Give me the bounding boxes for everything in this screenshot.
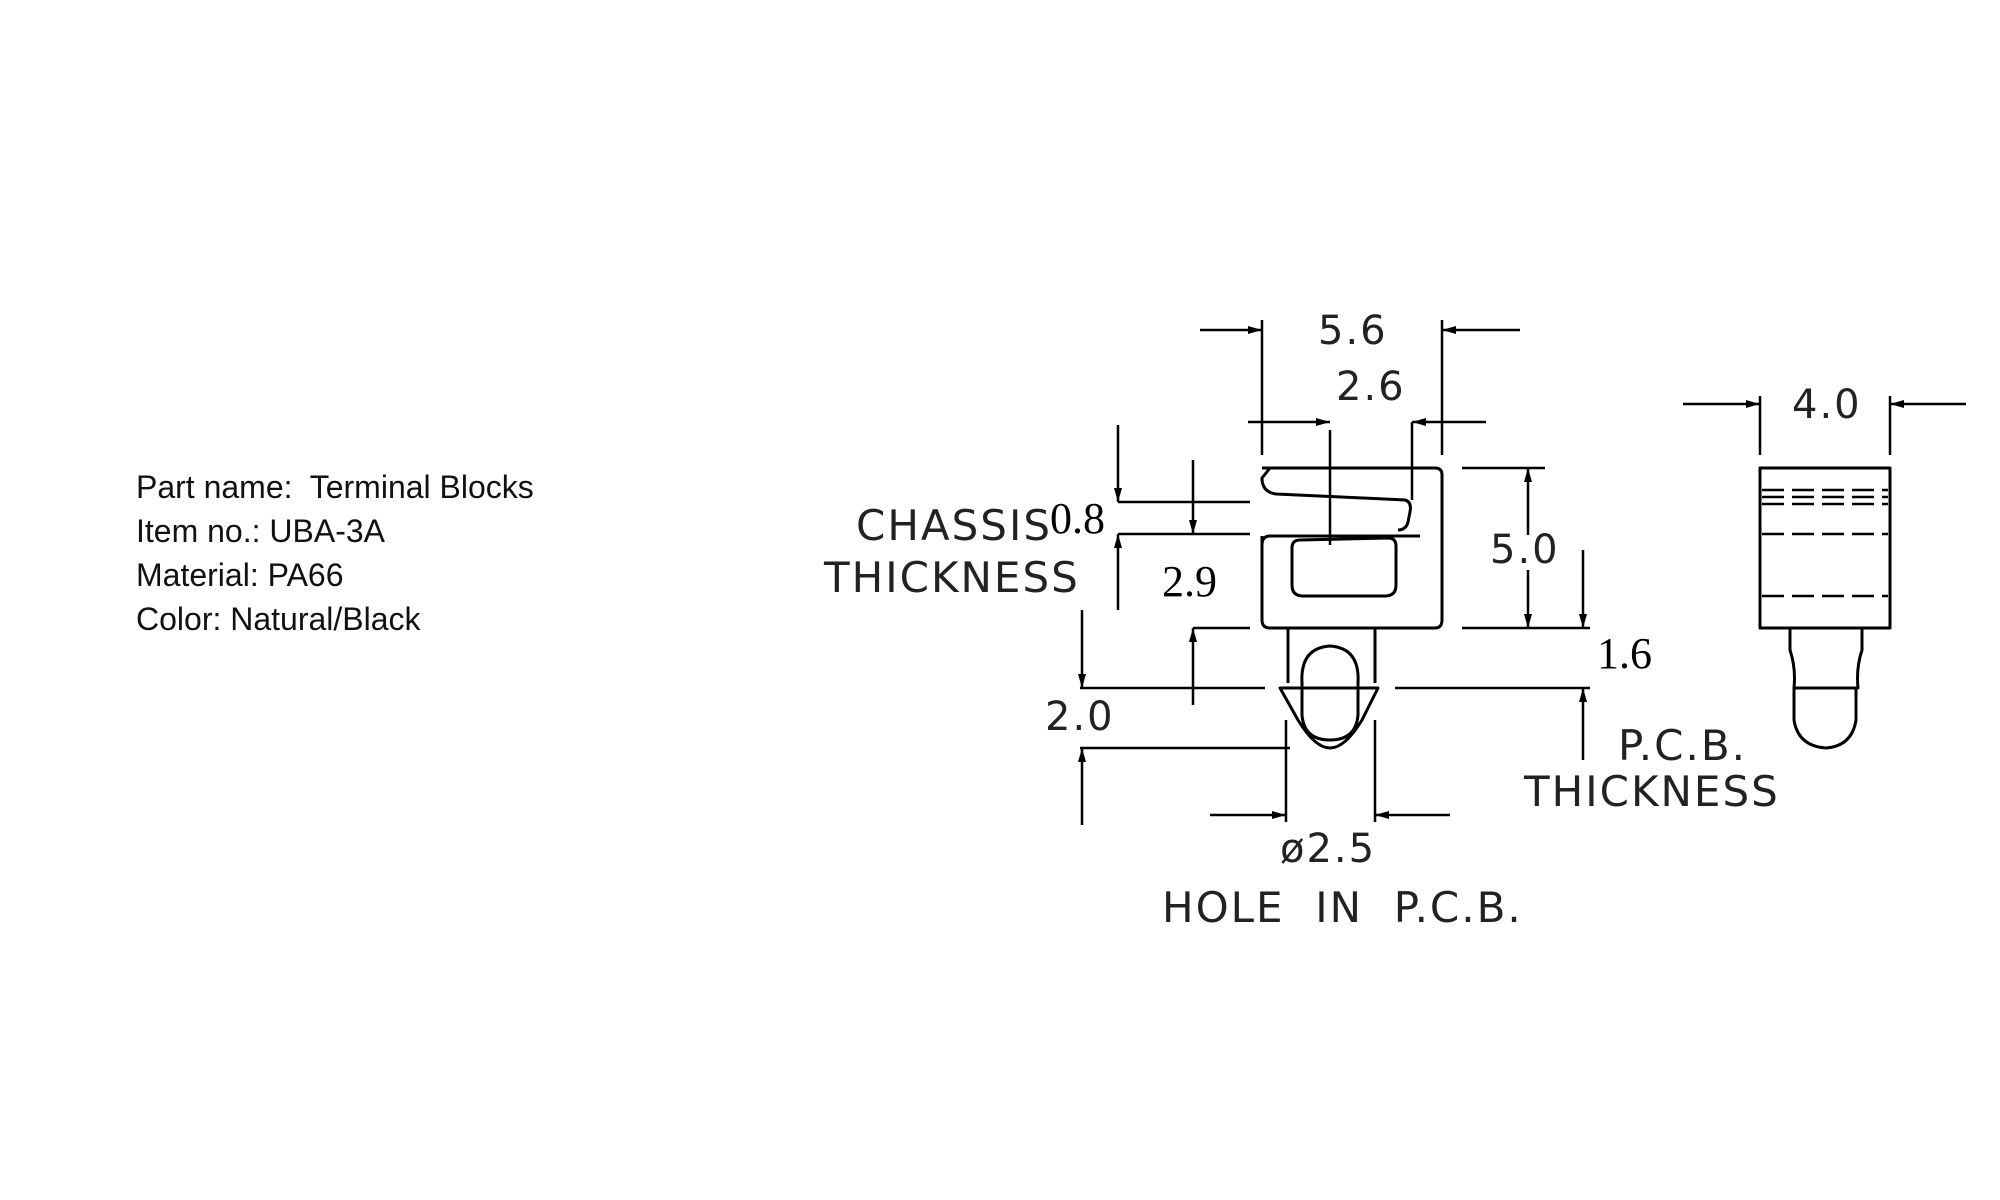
label-chassis: CHASSIS (856, 501, 1052, 550)
part-info-block: Part name: Terminal Blocks Item no.: UBA… (136, 465, 534, 641)
material: Material: PA66 (136, 557, 344, 593)
dimension-lines (1078, 320, 1966, 825)
dim-side-width: 4.0 (1792, 382, 1862, 428)
label-pcb: P.C.B. (1618, 721, 1747, 770)
dim-height: 5.0 (1490, 527, 1560, 573)
label-chassis-thickness: THICKNESS (823, 553, 1080, 602)
dim-chassis-thickness: 0.8 (1050, 494, 1105, 543)
dim-width-total: 5.6 (1318, 308, 1388, 354)
dim-peg-length: 2.0 (1045, 694, 1115, 740)
dim-slot-width: 2.6 (1336, 364, 1406, 410)
front-view-part (1260, 430, 1444, 750)
dim-slot-depth: 2.9 (1162, 557, 1217, 606)
part-name: Part name: Terminal Blocks (136, 469, 534, 505)
label-pcb-thickness: THICKNESS (1523, 767, 1780, 816)
dim-hole-diameter: ø2.5 (1280, 826, 1376, 872)
color: Color: Natural/Black (136, 601, 421, 637)
dim-pcb-thickness: 1.6 (1597, 629, 1652, 678)
label-hole-in-pcb: HOLE IN P.C.B. (1162, 883, 1523, 932)
side-view-part (1758, 466, 1892, 750)
item-number: Item no.: UBA-3A (136, 513, 385, 549)
